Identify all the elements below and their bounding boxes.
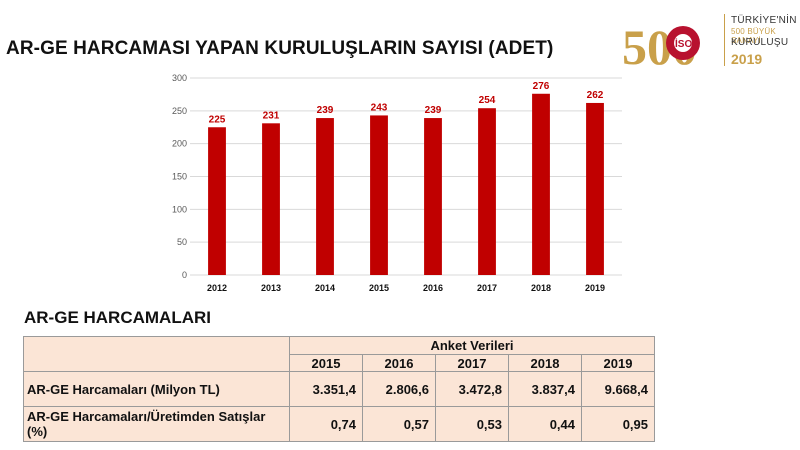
logo-divider (724, 14, 725, 66)
bar (262, 123, 280, 275)
bar (424, 118, 442, 275)
data-label: 262 (587, 90, 604, 101)
table-row: AR-GE Harcamaları/Üretimden Satışlar (%)… (23, 406, 655, 442)
y-tick-label: 0 (182, 270, 187, 280)
data-label: 239 (425, 105, 442, 116)
iso-500-logo: 500 İSO (622, 19, 700, 75)
table-cell: 9.668,4 (581, 371, 655, 407)
x-tick-label: 2013 (261, 283, 281, 293)
table-group-header: Anket Verileri (289, 336, 655, 355)
logo-line-1: TÜRKİYE'NİN (731, 15, 797, 26)
y-tick-label: 300 (172, 73, 187, 83)
x-tick-label: 2015 (369, 283, 389, 293)
y-tick-label: 150 (172, 172, 187, 182)
data-label: 243 (371, 102, 388, 113)
table-year: 2018 (508, 354, 582, 372)
bar (586, 102, 604, 275)
table-cell: 3.472,8 (435, 371, 509, 407)
data-label: 239 (317, 105, 334, 116)
data-label: 231 (263, 110, 280, 121)
logo-line-2: 500 BÜYÜK SANAYİ (731, 27, 776, 45)
table-corner-cell (23, 336, 290, 372)
table-header-row: Anket Verileri (23, 336, 655, 372)
table-cell: 0,53 (435, 406, 509, 442)
table-cell: 0,44 (508, 406, 582, 442)
bar (532, 93, 550, 275)
logo-year: 2019 (731, 51, 763, 67)
data-label: 254 (479, 95, 496, 106)
table-cell: 3.837,4 (508, 371, 582, 407)
bar (316, 118, 334, 275)
x-tick-label: 2016 (423, 283, 443, 293)
x-tick-label: 2014 (315, 283, 335, 293)
page-title: AR-GE HARCAMASI YAPAN KURULUŞLARIN SAYIS… (6, 38, 554, 59)
table-row-label: AR-GE Harcamaları/Üretimden Satışlar (%) (23, 406, 290, 442)
table-cell: 0,57 (362, 406, 436, 442)
y-tick-label: 100 (172, 204, 187, 214)
logo-badge: İSO (675, 37, 692, 50)
table-cell: 0,74 (289, 406, 363, 442)
data-label: 276 (533, 81, 550, 92)
y-tick-label: 200 (172, 139, 187, 149)
x-tick-label: 2018 (531, 283, 551, 293)
table-year: 2019 (581, 354, 655, 372)
x-tick-label: 2019 (585, 283, 605, 293)
table-row-label: AR-GE Harcamaları (Milyon TL) (23, 371, 290, 407)
rd-expenditure-table: Anket Verileri 2015 2016 2017 2018 2019 … (23, 336, 655, 442)
table-cell: 0,95 (581, 406, 655, 442)
section-title: AR-GE HARCAMALARI (24, 308, 211, 327)
bar (208, 127, 226, 275)
table-year: 2015 (289, 354, 363, 372)
data-label: 225 (209, 114, 226, 125)
y-tick-label: 50 (177, 237, 187, 247)
table-row: AR-GE Harcamaları (Milyon TL) 3.351,4 2.… (23, 371, 655, 407)
logo-line-3: KURULUŞU (731, 37, 789, 48)
bar (370, 115, 388, 276)
x-tick-label: 2012 (207, 283, 227, 293)
y-tick-label: 250 (172, 106, 187, 116)
gear-icon (666, 26, 700, 60)
table-year: 2017 (435, 354, 509, 372)
table-cell: 3.351,4 (289, 371, 363, 407)
table-cell: 2.806,6 (362, 371, 436, 407)
table-year: 2016 (362, 354, 436, 372)
bar-chart: 0 50 100 150 200 250 300 225 2012 231 2013 239 2014 2… (172, 73, 622, 293)
x-tick-label: 2017 (477, 283, 497, 293)
bar (478, 108, 496, 275)
